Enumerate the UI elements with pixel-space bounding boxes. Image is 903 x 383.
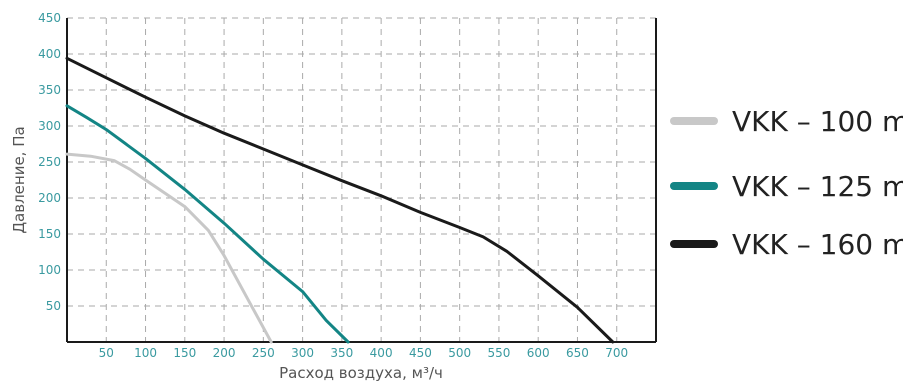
legend-label: VKK – 100 m — [732, 105, 903, 138]
legend-label: VKK – 125 m — [732, 170, 903, 203]
legend: VKK – 100 m VKK – 125 m VKK – 160 m — [670, 105, 903, 261]
x-tick-label: 100 — [134, 346, 157, 360]
series-line — [65, 104, 350, 344]
series-line — [65, 152, 273, 344]
y-tick-label: 400 — [38, 47, 61, 61]
y-axis-label: Давление, Па — [10, 126, 28, 233]
x-tick-label: 450 — [409, 346, 432, 360]
x-tick-label: 150 — [173, 346, 196, 360]
y-tick-label: 150 — [38, 227, 61, 241]
x-tick-label: 50 — [99, 346, 114, 360]
x-tick-label: 350 — [330, 346, 353, 360]
legend-label: VKK – 160 m — [732, 228, 903, 261]
x-tick-label: 650 — [566, 346, 589, 360]
y-tick-label: 200 — [38, 191, 61, 205]
grid — [67, 17, 656, 342]
y-tick-label: 450 — [38, 11, 61, 25]
x-tick-label: 200 — [213, 346, 236, 360]
y-tick-label: 100 — [38, 263, 61, 277]
y-tick-labels: 50 100 150 200 250 300 350 400 450 — [38, 11, 61, 313]
axes — [66, 18, 657, 343]
x-tick-label: 400 — [370, 346, 393, 360]
x-tick-label: 700 — [605, 346, 628, 360]
series-lines — [65, 56, 615, 344]
y-tick-label: 300 — [38, 119, 61, 133]
series-line — [65, 56, 615, 344]
x-tick-label: 500 — [448, 346, 471, 360]
x-tick-label: 600 — [527, 346, 550, 360]
y-tick-label: 350 — [38, 83, 61, 97]
x-tick-label: 250 — [252, 346, 275, 360]
y-tick-label: 250 — [38, 155, 61, 169]
x-tick-labels: 50 100 150 200 250 300 350 400 450 500 550 600 650 70… — [99, 346, 629, 360]
x-tick-label: 550 — [487, 346, 510, 360]
y-tick-label: 50 — [46, 299, 61, 313]
x-axis-label: Расход воздуха, м³/ч — [279, 364, 443, 382]
x-tick-label: 300 — [291, 346, 314, 360]
